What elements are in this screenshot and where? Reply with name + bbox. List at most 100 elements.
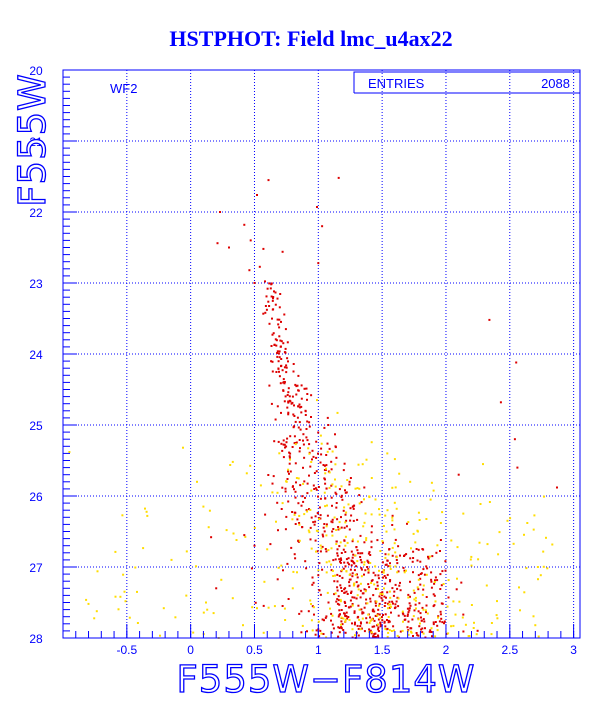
star-point bbox=[458, 600, 461, 603]
star-point bbox=[499, 401, 502, 404]
star-point bbox=[377, 577, 380, 580]
star-point bbox=[469, 558, 472, 561]
y-tick-label: 20 bbox=[29, 64, 43, 78]
star-point bbox=[326, 514, 329, 517]
star-point bbox=[363, 630, 366, 633]
star-point bbox=[277, 323, 280, 326]
star-point bbox=[352, 561, 355, 564]
star-point bbox=[416, 634, 419, 637]
star-point bbox=[312, 484, 315, 487]
star-point bbox=[512, 542, 515, 545]
star-point bbox=[316, 530, 319, 533]
star-point bbox=[228, 246, 230, 249]
star-point bbox=[245, 472, 248, 475]
star-point bbox=[325, 636, 328, 639]
star-point bbox=[445, 632, 448, 635]
star-point bbox=[340, 626, 343, 629]
star-point bbox=[278, 350, 281, 353]
star-point bbox=[341, 569, 344, 572]
star-point bbox=[325, 571, 328, 574]
star-point bbox=[376, 614, 379, 617]
star-point bbox=[345, 570, 348, 573]
star-point bbox=[85, 598, 88, 601]
star-point bbox=[276, 297, 279, 300]
star-point bbox=[264, 513, 267, 516]
star-point bbox=[434, 579, 436, 582]
star-point bbox=[300, 504, 303, 507]
star-point bbox=[317, 574, 320, 577]
star-point bbox=[344, 615, 347, 617]
star-point bbox=[342, 469, 345, 472]
star-point bbox=[268, 384, 271, 387]
star-point bbox=[381, 561, 384, 564]
star-point bbox=[350, 550, 353, 553]
star-point bbox=[323, 464, 326, 467]
star-point bbox=[266, 287, 269, 290]
star-point bbox=[344, 535, 347, 538]
star-point bbox=[314, 539, 317, 542]
star-point bbox=[389, 562, 391, 565]
star-point bbox=[340, 485, 343, 488]
star-point bbox=[314, 520, 317, 523]
star-point bbox=[321, 533, 324, 536]
star-point bbox=[273, 440, 276, 443]
star-point bbox=[407, 629, 410, 632]
star-point bbox=[271, 491, 274, 494]
star-point bbox=[310, 416, 312, 418]
star-point bbox=[288, 472, 290, 475]
star-point bbox=[436, 624, 439, 627]
star-point bbox=[366, 602, 369, 605]
star-point bbox=[185, 594, 188, 597]
star-point bbox=[472, 627, 475, 629]
star-point bbox=[378, 613, 381, 616]
star-point bbox=[374, 632, 377, 635]
star-point bbox=[242, 624, 244, 627]
star-point bbox=[386, 452, 389, 455]
star-point bbox=[302, 482, 305, 485]
star-point bbox=[343, 588, 346, 591]
star-point bbox=[306, 398, 308, 401]
star-point bbox=[356, 518, 359, 521]
star-point bbox=[250, 567, 253, 570]
star-point bbox=[334, 478, 336, 481]
star-point bbox=[351, 505, 354, 508]
star-point bbox=[319, 517, 322, 520]
star-point bbox=[284, 395, 287, 398]
star-point bbox=[420, 619, 423, 622]
star-point bbox=[288, 455, 291, 458]
star-point bbox=[357, 463, 360, 466]
star-point bbox=[360, 627, 363, 630]
star-point bbox=[270, 295, 273, 298]
star-point bbox=[349, 578, 352, 581]
star-point bbox=[343, 600, 346, 603]
star-point bbox=[364, 569, 367, 572]
star-point bbox=[340, 552, 343, 554]
star-point bbox=[370, 441, 373, 444]
star-point bbox=[366, 566, 369, 568]
star-point bbox=[318, 562, 321, 565]
star-point bbox=[432, 621, 435, 624]
star-point bbox=[351, 604, 354, 607]
star-point bbox=[292, 413, 295, 416]
star-point bbox=[420, 572, 423, 575]
star-point bbox=[542, 565, 545, 568]
star-point bbox=[262, 631, 265, 634]
star-point bbox=[381, 594, 383, 597]
star-point bbox=[308, 508, 310, 511]
star-point bbox=[389, 603, 392, 606]
star-point bbox=[266, 548, 269, 551]
star-point bbox=[306, 630, 308, 633]
star-point bbox=[300, 405, 303, 408]
star-point bbox=[357, 584, 360, 587]
star-point bbox=[506, 519, 509, 522]
star-point bbox=[518, 586, 520, 589]
star-point bbox=[300, 397, 303, 400]
star-point bbox=[319, 434, 322, 437]
star-point bbox=[456, 546, 459, 549]
star-point bbox=[332, 575, 335, 577]
star-point bbox=[414, 596, 417, 599]
star-point bbox=[406, 626, 409, 629]
star-point bbox=[283, 351, 286, 354]
star-point bbox=[146, 514, 149, 517]
star-point bbox=[385, 596, 387, 599]
